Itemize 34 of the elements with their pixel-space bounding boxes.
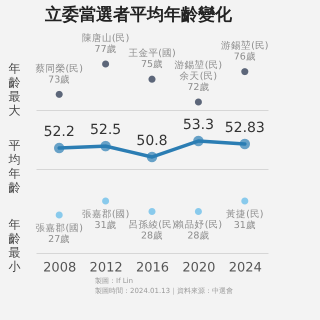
data-label: 張嘉郡(國) 31歲 [82,208,130,231]
point [100,140,111,152]
point [194,98,202,106]
data-label: 游錫堃(民) 余天(民) 72歲 [174,59,222,93]
y-axis-title: 平均年齡 [8,138,20,194]
point [102,60,110,68]
y-axis-title: 年齡最大 [8,62,20,118]
data-label: 賴品妤(民) 28歲 [174,218,222,242]
y-axis-title: 年齡最小 [8,218,20,274]
data-label: 張嘉郡(國) 27歲 [35,222,83,245]
data-label: 50.8 [136,133,168,149]
data-label: 53.3 [182,117,214,133]
point [56,90,63,98]
x-tick-label: 2020 [182,260,216,276]
x-tick-label: 2012 [90,260,123,276]
point [241,68,248,76]
x-tick-label: 2024 [228,260,262,276]
data-label: 呂孫綾(民) 28歲 [128,218,176,242]
data-label: 52.83 [224,120,265,136]
x-tick-label: 2008 [43,260,76,276]
data-label: 蔡同榮(民) 73歲 [35,62,83,86]
data-label: 52.5 [90,122,122,138]
data-label: 52.2 [44,124,75,140]
data-label: 陳唐山(民) 77歲 [82,32,130,55]
point [193,136,204,146]
chart-title: 立委當選者平均年齡變化 [44,5,233,25]
point [54,142,64,154]
data-label: 王金平(國) 75歲 [128,47,176,70]
data-label: 游錫堃(民) 76歲 [221,40,269,63]
point [240,138,250,150]
x-tick-label: 2016 [136,260,170,276]
data-label: 黃捷(民) 31歲 [226,208,264,231]
point [148,76,156,83]
point [146,152,158,162]
